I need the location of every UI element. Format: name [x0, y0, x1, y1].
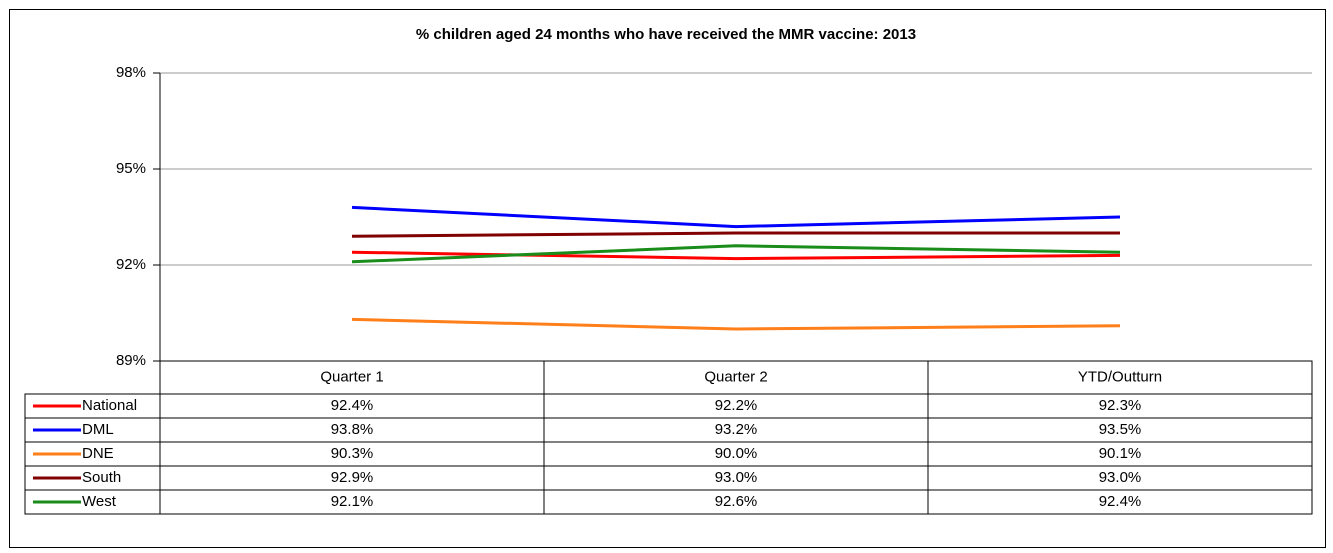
y-tick-label: 89% [116, 352, 146, 369]
series-line [351, 317, 1121, 331]
table-value: 92.6% [715, 493, 758, 510]
table-body-border [24, 393, 1313, 515]
table-value: 92.2% [715, 397, 758, 414]
legend-label: DML [82, 421, 114, 438]
series-line [351, 244, 1121, 264]
table-value: 93.5% [1099, 421, 1142, 438]
series-line [351, 205, 1121, 229]
table-value: 92.4% [331, 397, 374, 414]
x-tick-label: Quarter 2 [704, 368, 767, 385]
chart-title: % children aged 24 months who have recei… [416, 26, 916, 43]
legend-label: DNE [82, 445, 114, 462]
table-value: 92.9% [331, 469, 374, 486]
legend-label: West [82, 493, 117, 510]
y-tick-label: 92% [116, 256, 146, 273]
x-tick-label: Quarter 1 [320, 368, 383, 385]
table-value: 90.1% [1099, 445, 1142, 462]
legend-label: National [82, 397, 137, 414]
table-value: 90.3% [331, 445, 374, 462]
table-value: 92.3% [1099, 397, 1142, 414]
table-value: 90.0% [715, 445, 758, 462]
table-value: 93.8% [331, 421, 374, 438]
y-tick-label: 98% [116, 64, 146, 81]
x-tick-label: YTD/Outturn [1078, 368, 1162, 385]
table-value: 93.0% [715, 469, 758, 486]
table-value: 93.2% [715, 421, 758, 438]
y-tick-label: 95% [116, 160, 146, 177]
table-value: 92.1% [331, 493, 374, 510]
table-value: 93.0% [1099, 469, 1142, 486]
legend-label: South [82, 469, 121, 486]
chart-border [9, 9, 1326, 548]
series-line [351, 231, 1120, 238]
table-value: 92.4% [1099, 493, 1142, 510]
series-line [351, 250, 1121, 261]
